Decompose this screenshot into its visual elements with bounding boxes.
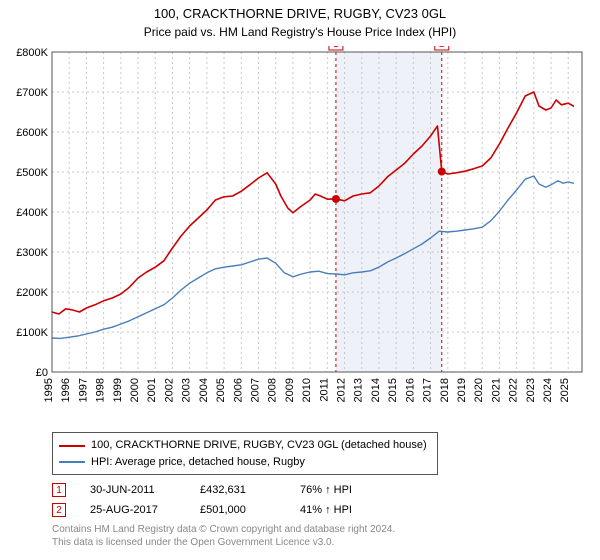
marker-box-label: 2 [439, 46, 445, 50]
x-tick-label: 2014 [370, 378, 382, 402]
x-tick-label: 2019 [456, 378, 468, 402]
x-tick-label: 2024 [542, 378, 554, 402]
sale-vs-hpi: 76% ↑ HPI [300, 484, 410, 496]
x-tick-label: 2010 [301, 378, 313, 402]
chart-area: £0 £100K £200K £300K £400K £500K £600K £700K £80… [10, 46, 590, 426]
sale-markers-table: 1 30-JUN-2011£432,63176% ↑ HPI 2 25-AUG-201… [52, 483, 590, 517]
x-tick-label: 2016 [404, 378, 416, 402]
x-tick-label: 2025 [559, 378, 571, 402]
x-tick-label: 2003 [181, 378, 193, 402]
x-tick-label: 2006 [232, 378, 244, 402]
x-tick-label: 2011 [318, 378, 330, 402]
sale-price: £432,631 [200, 484, 300, 496]
y-tick-label: £800K [16, 47, 48, 59]
y-tick-label: £400K [16, 207, 48, 219]
x-tick-label: 2007 [249, 378, 261, 402]
x-tick-label: 2021 [490, 378, 502, 402]
legend-box: 100, CRACKTHORNE DRIVE, RUGBY, CV23 0GL … [52, 432, 438, 475]
y-tick-label: £500K [16, 167, 48, 179]
x-tick-label: 2023 [525, 378, 537, 402]
x-tick-label: 2004 [198, 378, 210, 402]
x-tick-label: 2001 [146, 378, 158, 402]
sale-vs-hpi: 41% ↑ HPI [300, 504, 410, 516]
y-tick-label: £700K [16, 87, 48, 99]
sale-row: 2 25-AUG-2017£501,00041% ↑ HPI [52, 503, 590, 517]
x-tick-label: 2013 [353, 378, 365, 402]
x-tick-label: 2018 [439, 378, 451, 402]
marker-box-label: 1 [333, 46, 339, 50]
sale-date: 30-JUN-2011 [90, 484, 200, 496]
chart-svg: £0 £100K £200K £300K £400K £500K £600K £700K £80… [10, 46, 590, 426]
y-tick-label: £300K [16, 247, 48, 259]
sale-row: 1 30-JUN-2011£432,63176% ↑ HPI [52, 483, 590, 497]
footnote-line1: Contains HM Land Registry data © Crown c… [52, 524, 395, 535]
legend-swatch [59, 445, 85, 447]
marker-dot [332, 195, 340, 203]
y-tick-label: £200K [16, 287, 48, 299]
y-tick-label: £600K [16, 127, 48, 139]
x-tick-label: 2002 [163, 378, 175, 402]
x-tick-label: 1996 [60, 378, 72, 402]
x-tick-label: 2017 [422, 378, 434, 402]
x-tick-label: 1999 [112, 378, 124, 402]
marker-dot [438, 168, 446, 176]
chart-title: 100, CRACKTHORNE DRIVE, RUGBY, CV23 0GL [10, 6, 590, 23]
sale-date: 25-AUG-2017 [90, 504, 200, 516]
sale-price: £501,000 [200, 504, 300, 516]
series-hpi [52, 176, 573, 338]
x-tick-label: 2022 [508, 378, 520, 402]
series-property [52, 92, 573, 314]
legend-label: 100, CRACKTHORNE DRIVE, RUGBY, CV23 0GL … [91, 437, 427, 454]
x-tick-label: 2005 [215, 378, 227, 402]
x-tick-label: 2012 [336, 378, 348, 402]
x-tick-label: 1998 [95, 378, 107, 402]
sale-marker-box: 1 [52, 483, 66, 497]
y-tick-label: £0 [36, 367, 48, 379]
x-tick-label: 2000 [129, 378, 141, 402]
x-tick-label: 2008 [267, 378, 279, 402]
x-tick-label: 2009 [284, 378, 296, 402]
footnote: Contains HM Land Registry data © Crown c… [52, 523, 590, 549]
legend-item: HPI: Average price, detached house, Rugb… [59, 454, 427, 471]
sale-marker-box: 2 [52, 503, 66, 517]
legend-swatch [59, 461, 85, 463]
legend-label: HPI: Average price, detached house, Rugb… [91, 454, 305, 471]
x-tick-label: 1997 [77, 378, 89, 402]
y-tick-label: £100K [16, 327, 48, 339]
x-tick-label: 2020 [473, 378, 485, 402]
legend-item: 100, CRACKTHORNE DRIVE, RUGBY, CV23 0GL … [59, 437, 427, 454]
footnote-line2: This data is licensed under the Open Gov… [52, 537, 334, 548]
chart-subtitle: Price paid vs. HM Land Registry's House … [10, 25, 590, 41]
x-tick-label: 2015 [387, 378, 399, 402]
x-tick-label: 1995 [43, 378, 55, 402]
